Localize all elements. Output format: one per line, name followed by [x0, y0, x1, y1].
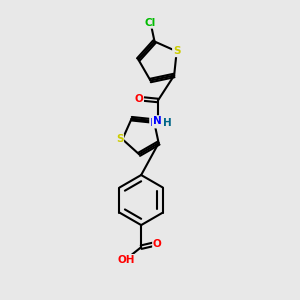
Text: S: S — [116, 134, 123, 144]
Text: N: N — [150, 118, 159, 128]
Text: N: N — [152, 116, 161, 126]
Text: OH: OH — [118, 255, 135, 265]
Text: H: H — [163, 118, 172, 128]
Text: O: O — [153, 239, 162, 249]
Text: Cl: Cl — [145, 18, 156, 28]
Text: S: S — [173, 46, 180, 56]
Text: O: O — [134, 94, 143, 104]
